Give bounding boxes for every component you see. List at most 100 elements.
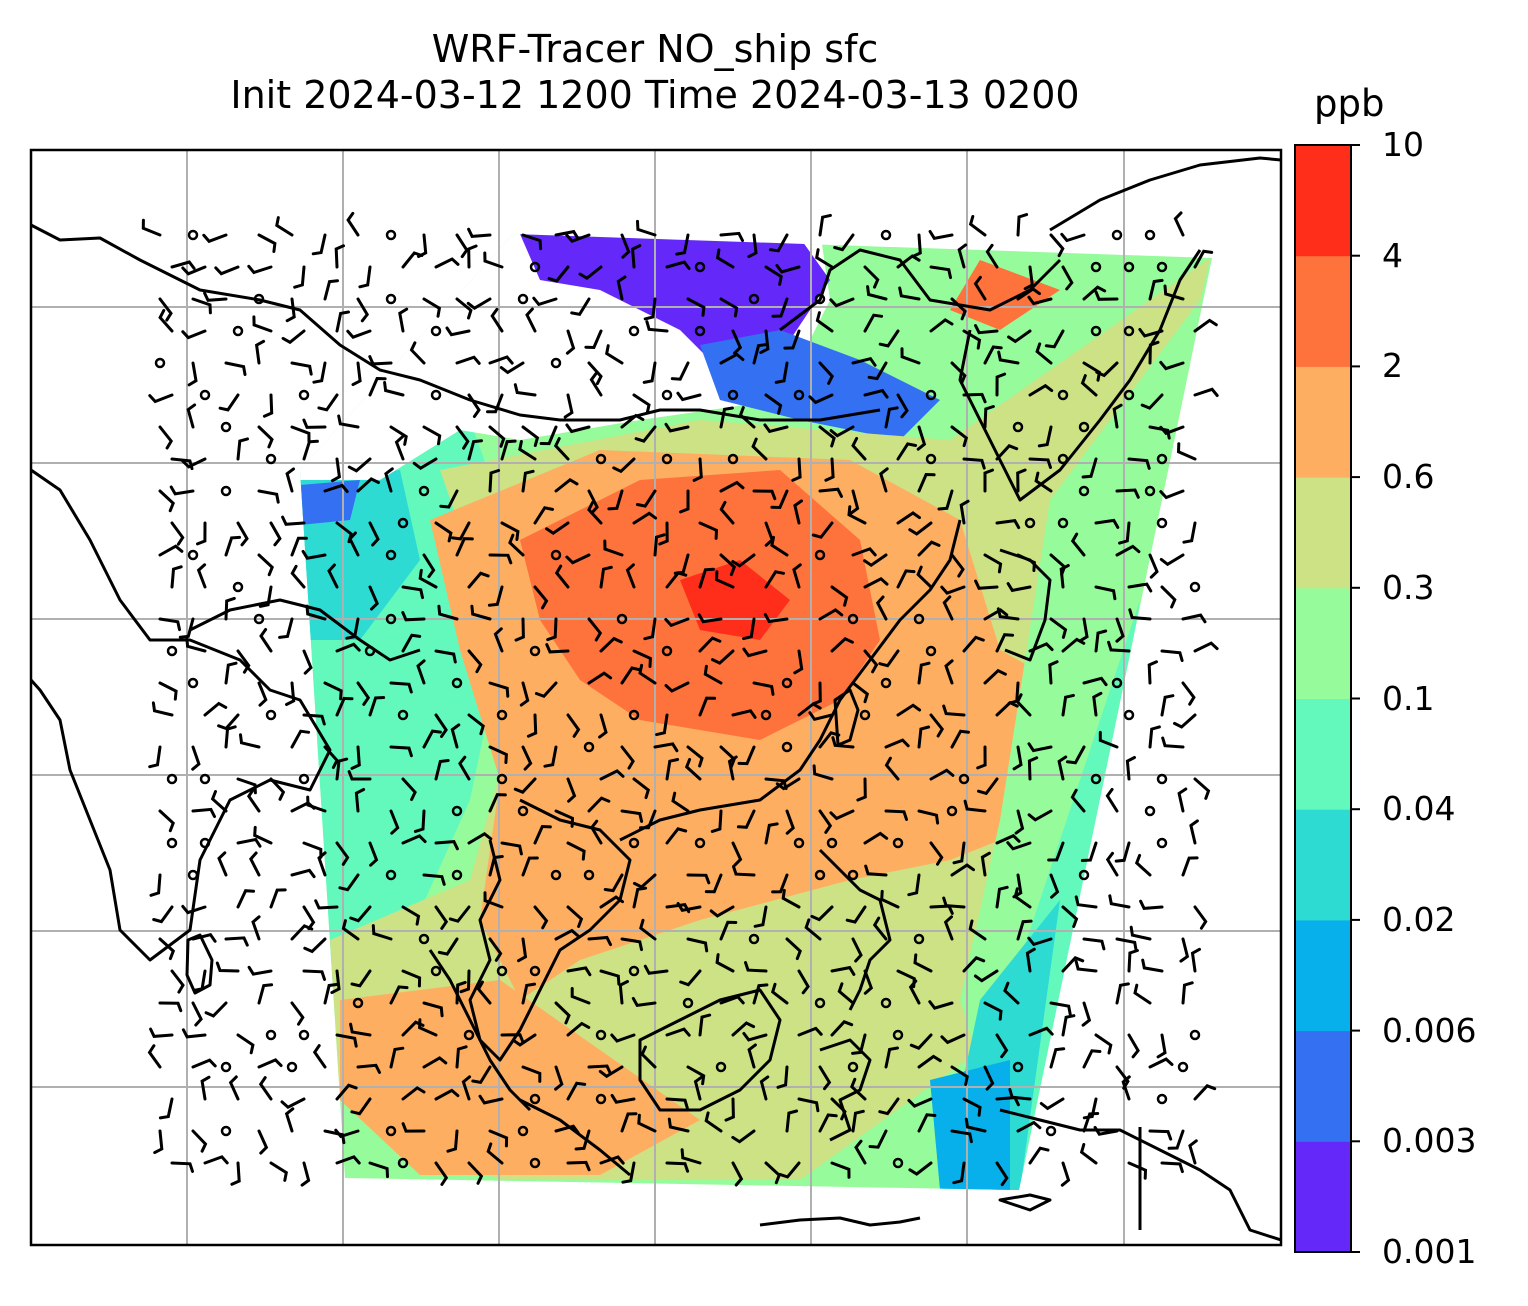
tracer-region-orange-south — [340, 980, 700, 1175]
wind-barb — [236, 437, 249, 461]
wind-barb — [158, 681, 178, 701]
wind-barb — [610, 1033, 636, 1043]
wind-barb — [422, 1001, 444, 1018]
wind-barb — [467, 393, 481, 418]
wind-barb — [153, 1129, 164, 1155]
calm-wind-circle — [880, 229, 892, 241]
wind-barb — [191, 297, 212, 315]
wind-barb — [715, 248, 735, 269]
calm-wind-circle — [265, 453, 277, 465]
wind-barb — [791, 457, 802, 482]
wind-barb — [850, 1077, 867, 1101]
wind-barb — [944, 659, 954, 685]
plot-title: WRF-Tracer NO_ship sfc Init 2024-03-12 1… — [30, 26, 1280, 118]
calm-wind-circle — [265, 709, 277, 721]
wind-barb — [768, 233, 789, 253]
wind-barb — [638, 663, 657, 685]
wind-barb — [1082, 1049, 1102, 1069]
wind-barb — [466, 297, 492, 311]
wind-barb — [907, 873, 921, 897]
wind-barb — [1121, 1075, 1131, 1101]
wind-barb — [401, 905, 421, 926]
wind-barb — [500, 521, 520, 541]
wind-barb — [898, 286, 921, 301]
wind-barb — [599, 636, 623, 653]
wind-barb — [1115, 488, 1140, 499]
wind-barb — [950, 1065, 969, 1086]
wind-barb — [570, 297, 591, 316]
wind-barb — [258, 585, 273, 608]
wind-barb — [1190, 947, 1201, 973]
calm-wind-circle — [1144, 805, 1156, 817]
wind-barb — [566, 1021, 591, 1037]
colorbar-swatch — [1295, 477, 1351, 589]
wind-barb — [738, 406, 756, 429]
wind-barb — [587, 671, 613, 685]
calm-wind-circle — [550, 357, 562, 369]
calm-wind-circle — [628, 709, 640, 721]
colorbar — [1294, 144, 1360, 1253]
wind-barb — [851, 437, 867, 461]
wind-barb — [815, 311, 834, 333]
wind-barb — [851, 547, 877, 557]
wind-barb — [1070, 788, 1086, 813]
graticule — [31, 150, 1281, 1245]
wind-barb — [191, 807, 216, 818]
wind-barb — [785, 809, 795, 835]
wind-barb — [833, 233, 855, 252]
wind-barb — [665, 758, 680, 781]
wind-barb — [398, 307, 409, 333]
wind-barb — [224, 596, 236, 621]
wind-barb — [620, 745, 635, 770]
wind-barb — [589, 819, 603, 845]
wind-barb — [181, 1028, 207, 1039]
wind-barb — [598, 1065, 624, 1079]
wind-barb — [1016, 213, 1029, 237]
calm-wind-circle — [1156, 1093, 1168, 1105]
wind-barb — [1193, 905, 1208, 930]
wind-barb — [634, 425, 657, 443]
wind-barb — [356, 297, 370, 323]
wind-barb — [1115, 617, 1125, 643]
wind-barb — [917, 809, 940, 825]
calm-wind-circle — [1012, 421, 1024, 433]
wind-barb — [1127, 1033, 1140, 1059]
wind-barb — [603, 539, 624, 557]
wind-barb — [306, 795, 327, 813]
wind-barb — [637, 1113, 657, 1133]
wind-barb — [952, 841, 966, 865]
wind-barb — [635, 489, 657, 508]
wind-barb — [851, 937, 863, 963]
wind-barb — [732, 865, 756, 877]
wind-barb — [422, 1056, 448, 1069]
wind-barb — [639, 809, 657, 830]
wind-barb — [620, 233, 631, 259]
wind-barb — [389, 425, 408, 446]
calm-wind-circle — [385, 549, 397, 561]
wind-barb — [434, 1088, 460, 1101]
wind-barb — [1095, 361, 1119, 378]
calm-wind-circle — [496, 965, 508, 977]
wind-barb — [566, 905, 584, 928]
wind-barb — [335, 757, 349, 781]
wind-barb — [368, 1161, 389, 1179]
wind-barb — [236, 837, 262, 848]
wind-barb — [1014, 809, 1025, 835]
calm-wind-circle — [529, 261, 541, 273]
wind-barb — [521, 1065, 542, 1083]
wind-barb — [620, 937, 643, 952]
wind-barb — [368, 841, 379, 867]
wind-barb — [736, 809, 756, 829]
wind-barb — [818, 361, 835, 385]
wind-barb — [533, 905, 549, 930]
wind-barb — [181, 457, 207, 469]
wind-barb — [416, 659, 426, 685]
wind-barb — [147, 1044, 162, 1069]
wind-barb — [1173, 211, 1185, 237]
wind-barb — [1082, 285, 1107, 301]
wind-barb — [158, 297, 173, 322]
wind-barb — [302, 418, 327, 429]
wind-barb — [983, 553, 1003, 574]
wind-barb — [793, 499, 803, 525]
wind-barb — [830, 585, 849, 607]
